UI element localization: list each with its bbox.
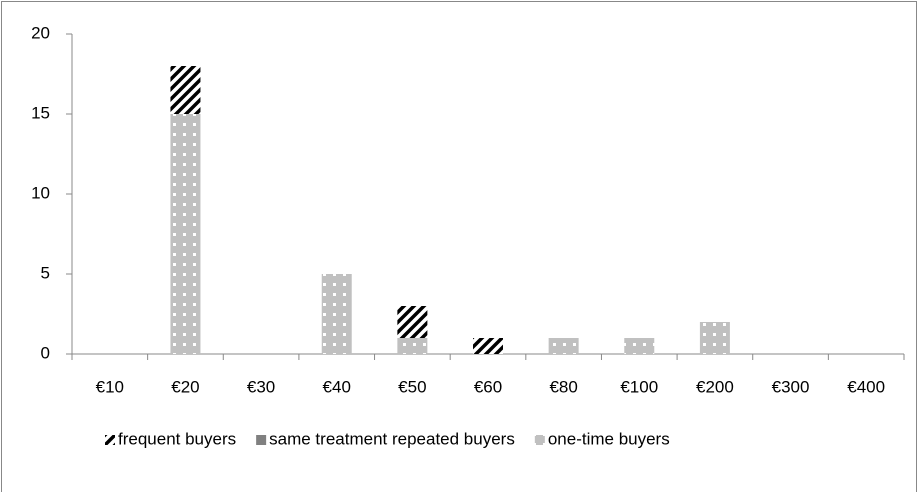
bar-segment <box>397 306 428 338</box>
x-tick-label: €40 <box>323 377 351 396</box>
y-tick-label: 20 <box>31 23 50 42</box>
x-tick-label: €300 <box>772 377 810 396</box>
legend-swatch <box>256 435 267 445</box>
legend-label: frequent buyers <box>118 429 236 448</box>
bar-segment <box>699 322 730 354</box>
x-tick-label: €50 <box>398 377 426 396</box>
bar-segment <box>473 338 503 354</box>
y-tick-label: 5 <box>41 263 50 282</box>
legend-swatch <box>534 435 545 445</box>
bar-segment <box>624 338 655 354</box>
x-tick-label: €400 <box>847 377 885 396</box>
y-tick-label: 15 <box>31 103 50 122</box>
legend-label: one-time buyers <box>548 429 670 448</box>
bar-segment <box>321 274 352 354</box>
bar-segment <box>170 114 201 354</box>
x-tick-label: €20 <box>171 377 199 396</box>
x-tick-label: €100 <box>620 377 658 396</box>
x-tick-label: €60 <box>474 377 502 396</box>
bar-segment <box>397 338 428 354</box>
y-tick-label: 10 <box>31 183 50 202</box>
legend-label: same treatment repeated buyers <box>269 429 515 448</box>
bar-segment <box>548 338 579 354</box>
x-tick-label: €30 <box>247 377 275 396</box>
legend-swatch <box>105 435 115 445</box>
y-tick-label: 0 <box>41 343 50 362</box>
x-tick-label: €10 <box>96 377 124 396</box>
x-tick-label: €80 <box>549 377 577 396</box>
x-tick-label: €200 <box>696 377 734 396</box>
bar-segment <box>170 66 201 114</box>
